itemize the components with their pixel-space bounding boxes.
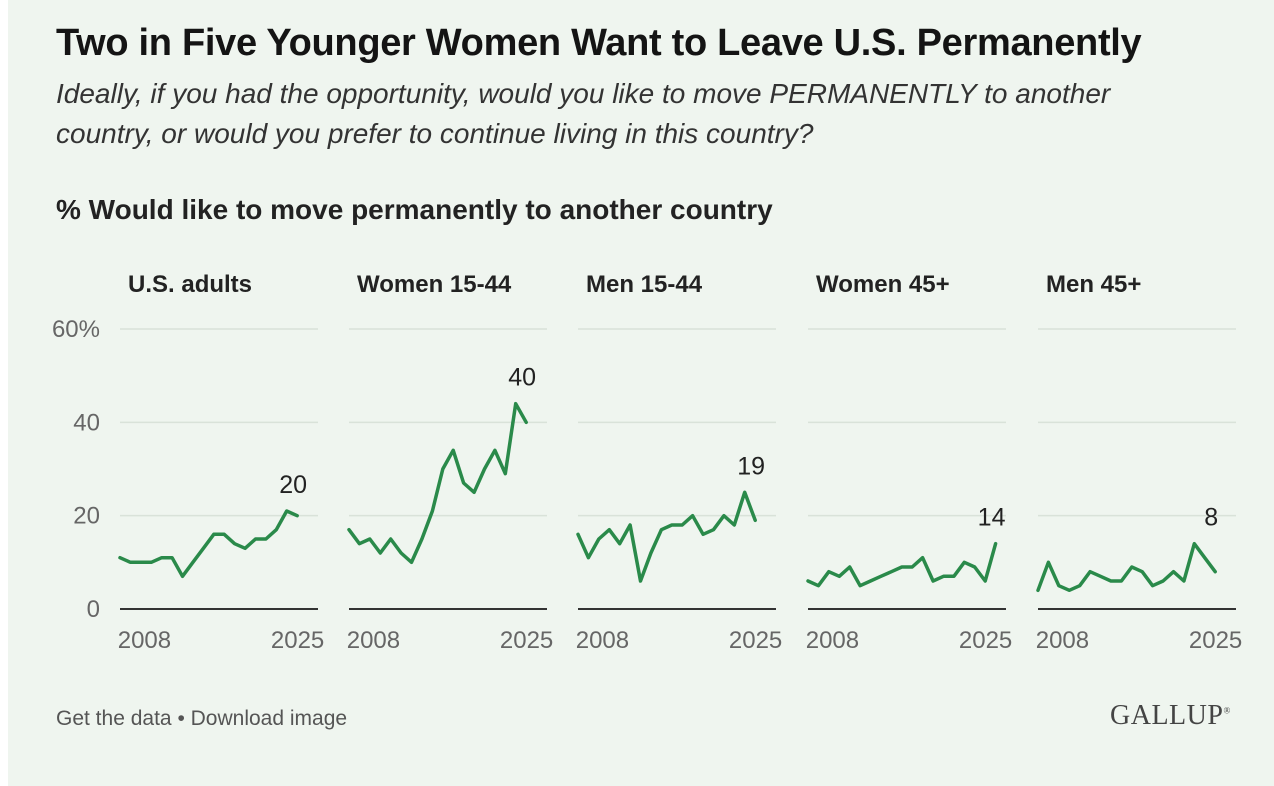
series-line xyxy=(806,541,998,588)
chart-title: Two in Five Younger Women Want to Leave … xyxy=(56,22,1142,64)
panel-title: Women 45+ xyxy=(816,271,950,298)
x-tick-label: 2008 xyxy=(1036,627,1089,654)
gallup-logo: GALLUP® xyxy=(1110,700,1231,731)
x-tick-label: 2008 xyxy=(118,627,171,654)
x-tick-label: 2008 xyxy=(347,627,400,654)
measure-label: % Would like to move permanently to anot… xyxy=(56,194,773,225)
x-tick-label: 2025 xyxy=(729,627,782,654)
panel-title: Men 45+ xyxy=(1046,271,1141,298)
small-multiples-chart: 60% 40 20 0 U.S. adults 2008 2025 20 Women 15-44… xyxy=(52,271,1242,654)
footer-separator: • xyxy=(177,707,185,730)
get-data-link[interactable]: Get the data xyxy=(56,707,172,730)
end-value-label: 40 xyxy=(508,364,536,392)
series-line xyxy=(118,509,299,579)
chart-card: Two in Five Younger Women Want to Leave … xyxy=(8,0,1274,786)
y-tick-label: 40 xyxy=(73,409,100,436)
panel-title: Women 15-44 xyxy=(357,271,512,298)
gallup-logo-text: GALLUP xyxy=(1110,700,1224,731)
panel-title: U.S. adults xyxy=(128,271,252,298)
x-tick-label: 2025 xyxy=(959,627,1012,654)
end-value-label: 20 xyxy=(279,471,307,499)
download-image-link[interactable]: Download image xyxy=(190,707,348,730)
panel-title: Men 15-44 xyxy=(586,271,703,298)
end-value-label: 19 xyxy=(737,452,765,480)
x-tick-label: 2008 xyxy=(576,627,629,654)
footer-links: Get the data • Download image xyxy=(56,707,347,731)
x-tick-label: 2025 xyxy=(271,627,324,654)
x-tick-label: 2025 xyxy=(1189,627,1242,654)
end-value-label: 8 xyxy=(1204,504,1218,532)
chart-subtitle: Ideally, if you had the opportunity, wou… xyxy=(56,78,1111,149)
y-tick-label: 0 xyxy=(87,596,100,623)
series-line xyxy=(576,490,757,583)
series-line xyxy=(347,401,528,565)
end-value-label: 14 xyxy=(978,504,1006,532)
x-tick-label: 2008 xyxy=(806,627,859,654)
y-tick-label: 60% xyxy=(52,316,100,343)
y-tick-label: 20 xyxy=(73,503,100,530)
series-line xyxy=(1036,541,1217,593)
x-tick-label: 2025 xyxy=(500,627,553,654)
